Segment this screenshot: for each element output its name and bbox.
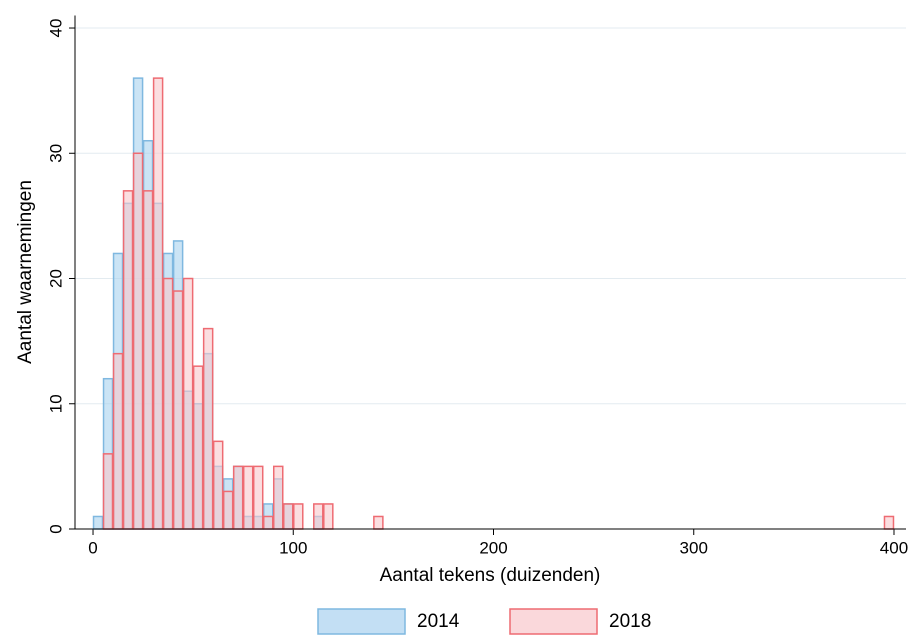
bar xyxy=(232,465,244,530)
x-tick-label: 200 xyxy=(479,538,507,557)
legend-swatch xyxy=(509,608,598,635)
bar xyxy=(222,490,234,530)
x-tick-label: 0 xyxy=(88,538,97,557)
bar xyxy=(313,503,324,530)
bar xyxy=(152,77,164,530)
bar xyxy=(172,290,184,530)
bar xyxy=(122,190,134,530)
y-tick-label: 40 xyxy=(46,19,65,38)
bar xyxy=(102,453,114,530)
legend-label: 2014 xyxy=(417,611,460,632)
bar xyxy=(162,277,174,530)
bar xyxy=(262,515,274,530)
legend-label: 2018 xyxy=(609,611,651,632)
bar xyxy=(283,503,294,530)
bar xyxy=(323,503,334,530)
bar xyxy=(242,465,254,530)
bar xyxy=(142,190,154,530)
bar xyxy=(212,440,224,530)
bar xyxy=(883,515,895,530)
legend-swatch xyxy=(317,608,406,635)
bar xyxy=(373,515,384,530)
y-tick-label: 30 xyxy=(46,144,65,163)
x-tick-label: 400 xyxy=(880,538,908,557)
x-tick-label: 100 xyxy=(279,538,307,557)
y-tick-label: 0 xyxy=(46,524,65,533)
x-axis-label: Aantal tekens (duizenden) xyxy=(380,565,601,586)
bar xyxy=(112,352,124,530)
bar xyxy=(192,365,204,530)
y-axis-label: Aantal waarnemingen xyxy=(15,180,36,364)
y-tick-label: 10 xyxy=(46,394,65,413)
bar xyxy=(272,465,284,530)
bar xyxy=(252,465,264,530)
bar xyxy=(132,152,144,530)
y-tick-label: 20 xyxy=(46,269,65,288)
bar xyxy=(182,277,194,530)
bar xyxy=(293,503,304,530)
x-tick-label: 300 xyxy=(680,538,708,557)
bar xyxy=(202,327,214,530)
bar xyxy=(92,515,104,530)
